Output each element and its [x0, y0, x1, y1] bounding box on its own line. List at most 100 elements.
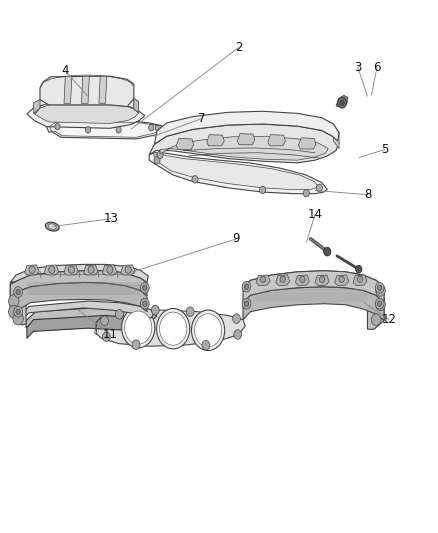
Circle shape — [16, 309, 20, 314]
Text: 13: 13 — [104, 212, 119, 225]
Circle shape — [316, 184, 322, 191]
Polygon shape — [243, 271, 384, 303]
Polygon shape — [21, 301, 154, 320]
Polygon shape — [243, 271, 384, 292]
Polygon shape — [176, 139, 194, 150]
Circle shape — [29, 266, 35, 273]
Text: 4: 4 — [62, 64, 69, 77]
Circle shape — [101, 316, 109, 326]
Circle shape — [186, 307, 194, 317]
Text: 3: 3 — [354, 61, 361, 74]
Polygon shape — [243, 287, 384, 321]
Circle shape — [378, 285, 382, 290]
Polygon shape — [315, 275, 329, 286]
Circle shape — [338, 98, 346, 108]
Polygon shape — [35, 100, 40, 114]
Text: 11: 11 — [102, 327, 117, 341]
Circle shape — [122, 308, 155, 348]
Circle shape — [319, 276, 325, 282]
Polygon shape — [40, 76, 134, 107]
Circle shape — [149, 125, 154, 131]
Polygon shape — [149, 153, 327, 193]
Circle shape — [88, 266, 94, 273]
Circle shape — [340, 100, 344, 106]
Circle shape — [141, 298, 149, 309]
Polygon shape — [96, 310, 245, 346]
Circle shape — [116, 310, 124, 319]
Polygon shape — [11, 271, 147, 298]
Circle shape — [244, 284, 249, 289]
Circle shape — [159, 312, 187, 345]
Polygon shape — [11, 282, 26, 325]
Polygon shape — [84, 265, 98, 275]
Circle shape — [376, 285, 385, 296]
Polygon shape — [256, 275, 270, 286]
Circle shape — [357, 276, 363, 282]
Polygon shape — [25, 265, 39, 275]
Circle shape — [356, 265, 362, 273]
Text: 7: 7 — [198, 112, 205, 125]
Circle shape — [143, 301, 147, 306]
Circle shape — [141, 282, 149, 293]
Circle shape — [378, 301, 382, 306]
Polygon shape — [268, 135, 286, 146]
Polygon shape — [237, 134, 255, 145]
Polygon shape — [153, 155, 318, 189]
Circle shape — [16, 289, 20, 295]
Polygon shape — [64, 76, 72, 103]
Polygon shape — [95, 317, 101, 335]
Polygon shape — [102, 265, 117, 275]
Polygon shape — [27, 104, 145, 128]
Polygon shape — [35, 105, 139, 124]
Polygon shape — [46, 120, 166, 139]
Polygon shape — [149, 124, 339, 163]
Circle shape — [55, 124, 60, 130]
Circle shape — [151, 305, 159, 315]
Circle shape — [125, 266, 131, 273]
Circle shape — [324, 247, 331, 256]
Polygon shape — [353, 275, 367, 286]
Circle shape — [49, 266, 55, 273]
Circle shape — [375, 282, 384, 293]
Text: 12: 12 — [382, 313, 397, 326]
Circle shape — [339, 276, 344, 282]
Polygon shape — [335, 275, 349, 286]
Polygon shape — [11, 282, 147, 316]
Polygon shape — [99, 76, 107, 103]
Polygon shape — [44, 265, 59, 275]
Circle shape — [85, 127, 91, 133]
Circle shape — [9, 305, 19, 318]
Polygon shape — [160, 136, 328, 160]
Circle shape — [157, 151, 163, 159]
Polygon shape — [121, 265, 135, 275]
Polygon shape — [207, 135, 224, 146]
Polygon shape — [11, 264, 148, 282]
Circle shape — [233, 314, 240, 324]
Circle shape — [14, 306, 22, 317]
Polygon shape — [81, 76, 89, 103]
Circle shape — [14, 287, 22, 297]
Circle shape — [191, 310, 225, 351]
Circle shape — [376, 299, 385, 311]
Circle shape — [116, 127, 121, 133]
Circle shape — [244, 301, 249, 306]
Polygon shape — [134, 99, 139, 112]
Circle shape — [202, 341, 210, 350]
Text: 14: 14 — [307, 208, 322, 221]
Polygon shape — [33, 100, 40, 114]
Circle shape — [303, 189, 309, 197]
Circle shape — [234, 330, 242, 340]
Polygon shape — [336, 95, 348, 107]
Circle shape — [125, 311, 152, 344]
Circle shape — [156, 309, 190, 349]
Polygon shape — [26, 307, 157, 328]
Circle shape — [143, 285, 147, 290]
Circle shape — [107, 266, 113, 273]
Polygon shape — [298, 138, 316, 149]
Circle shape — [242, 298, 251, 309]
Text: 6: 6 — [373, 61, 381, 74]
Circle shape — [375, 298, 384, 309]
Polygon shape — [276, 275, 290, 286]
Circle shape — [280, 276, 286, 282]
Circle shape — [261, 276, 266, 282]
